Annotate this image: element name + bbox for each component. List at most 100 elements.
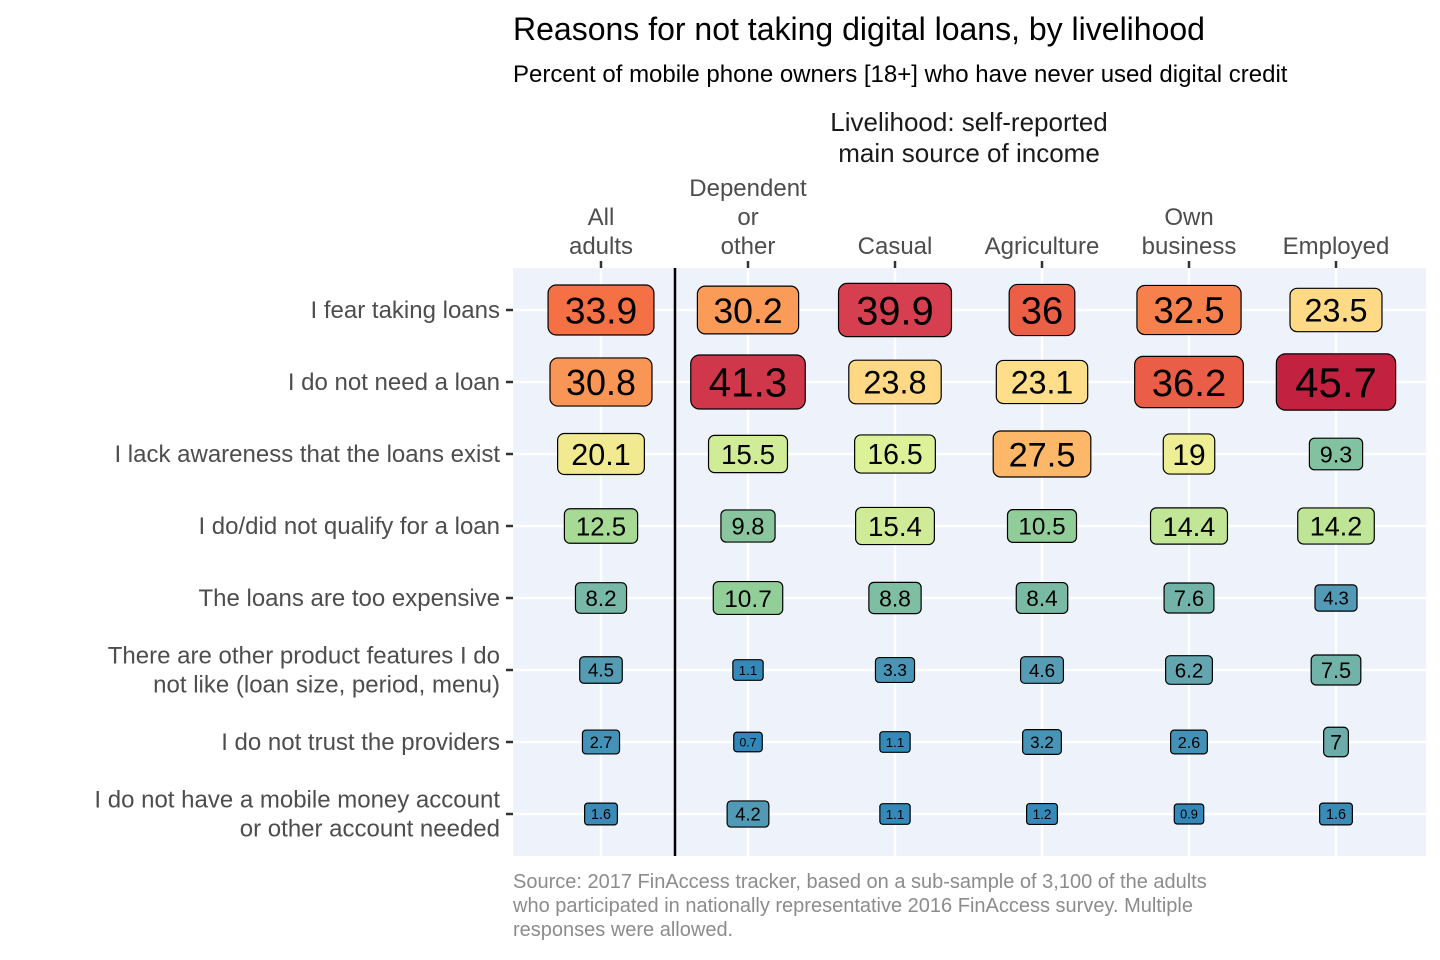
row-label: I do/did not qualify for a loan — [198, 513, 500, 540]
value-cell-box — [1314, 584, 1358, 612]
value-label: 41.3 — [709, 360, 787, 406]
value-label: 20.1 — [571, 438, 630, 472]
value-cell: 1.1 — [879, 731, 911, 753]
value-cell: 1.2 — [1025, 802, 1059, 826]
value-cell: 15.4 — [855, 506, 935, 546]
value-cell-box — [1173, 803, 1205, 825]
value-label: 33.9 — [565, 289, 638, 331]
value-cell-box — [547, 284, 655, 336]
value-cell: 9.8 — [720, 509, 776, 543]
value-cell-box — [879, 803, 911, 825]
value-cell: 10.7 — [712, 580, 784, 616]
value-cell-box — [874, 656, 916, 684]
column-label: or — [737, 204, 758, 231]
value-label: 14.4 — [1163, 511, 1216, 542]
value-label: 23.5 — [1304, 293, 1367, 329]
value-cell: 2.7 — [581, 729, 621, 755]
row-label: I fear taking loans — [311, 297, 500, 324]
value-cell: 8.4 — [1015, 581, 1069, 615]
value-cell-box — [1008, 283, 1076, 337]
value-label: 1.2 — [1033, 807, 1052, 822]
value-cell-box — [1134, 355, 1244, 409]
value-cell-box — [837, 282, 953, 338]
value-label: 2.7 — [590, 734, 613, 752]
value-cells: 33.9 30.2 39.9 36 32.5 23.5 30.8 41.3 23.8 23.1 36… — [547, 282, 1397, 828]
row-label: I lack awareness that the loans exist — [114, 441, 500, 468]
value-cell: 14.4 — [1149, 507, 1229, 545]
value-cell-box — [1019, 656, 1065, 684]
value-cell: 15.5 — [707, 434, 789, 474]
value-label: 4.5 — [588, 660, 614, 681]
row-labels: I fear taking loans I do not need a loan I… — [94, 297, 513, 843]
value-label: 8.2 — [585, 586, 616, 611]
value-cell: 10.5 — [1006, 509, 1078, 543]
value-cell-box — [563, 508, 639, 544]
value-cell-box — [868, 581, 922, 615]
column-label: other — [721, 233, 776, 260]
value-label: 9.8 — [732, 515, 765, 541]
row-label: or other account needed — [240, 816, 500, 843]
value-cell: 4.6 — [1019, 656, 1065, 684]
caption-line: who participated in nationally represent… — [512, 895, 1193, 917]
value-cell-box — [1015, 581, 1069, 615]
value-cell-box — [549, 357, 653, 407]
value-cell: 14.2 — [1297, 507, 1375, 545]
value-label: 1.1 — [739, 663, 757, 678]
chart-subtitle: Percent of mobile phone owners [18+] who… — [513, 61, 1288, 88]
value-label: 19 — [1172, 439, 1205, 472]
column-label: Casual — [858, 233, 933, 260]
value-cell-box — [1275, 353, 1397, 411]
value-label: 30.8 — [566, 362, 636, 403]
value-label: 8.4 — [1026, 586, 1057, 611]
value-label: 39.9 — [856, 289, 933, 333]
caption-line: responses were allowed. — [513, 919, 733, 941]
value-label: 10.7 — [724, 586, 772, 613]
row-label: I do not trust the providers — [221, 729, 500, 756]
value-label: 15.4 — [868, 511, 922, 542]
value-label: 4.6 — [1029, 660, 1055, 681]
row-label: I do not need a loan — [288, 369, 500, 396]
value-cell: 1.1 — [732, 659, 764, 681]
value-cell: 0.7 — [733, 731, 763, 753]
value-cell-box — [1310, 654, 1362, 686]
value-cell-box — [690, 354, 806, 410]
row-label: There are other product features I do — [108, 643, 500, 670]
value-label: 4.2 — [735, 804, 760, 825]
value-cell: 6.2 — [1165, 655, 1213, 685]
value-cell: 7 — [1323, 726, 1349, 758]
value-label: 8.8 — [879, 585, 911, 611]
value-cell: 23.1 — [995, 359, 1089, 405]
value-cell-box — [733, 731, 763, 753]
column-label: Agriculture — [985, 233, 1100, 260]
value-cell: 20.1 — [557, 432, 645, 476]
value-cell-box — [1323, 726, 1349, 758]
value-cell: 30.2 — [696, 285, 800, 335]
value-label: 36 — [1021, 290, 1063, 333]
value-cell-box — [581, 729, 621, 755]
value-cell-box — [992, 430, 1092, 478]
value-cell-box — [584, 802, 618, 826]
value-cell-box — [1006, 509, 1078, 543]
value-cell: 16.5 — [854, 434, 936, 474]
facet-title-line: Livelihood: self-reported — [830, 107, 1108, 137]
value-label: 27.5 — [1009, 436, 1076, 474]
column-label: business — [1142, 233, 1237, 260]
value-cell: 2.6 — [1170, 729, 1208, 755]
value-cell-box — [854, 434, 936, 474]
value-cell: 36.2 — [1134, 355, 1244, 409]
value-cell-box — [1025, 802, 1059, 826]
value-cell: 23.8 — [848, 359, 942, 405]
panel-background — [513, 268, 1426, 856]
value-label: 1.1 — [886, 735, 904, 750]
value-cell: 0.9 — [1173, 803, 1205, 825]
value-cell: 39.9 — [837, 282, 953, 338]
value-label: 14.2 — [1310, 512, 1362, 542]
value-cell: 8.2 — [574, 582, 628, 614]
value-label: 23.1 — [1011, 365, 1074, 401]
value-cell-box — [707, 434, 789, 474]
value-cell: 33.9 — [547, 284, 655, 336]
value-label: 12.5 — [576, 513, 626, 541]
caption-line: Source: 2017 FinAccess tracker, based on… — [513, 871, 1207, 893]
value-cell-box — [574, 582, 628, 614]
